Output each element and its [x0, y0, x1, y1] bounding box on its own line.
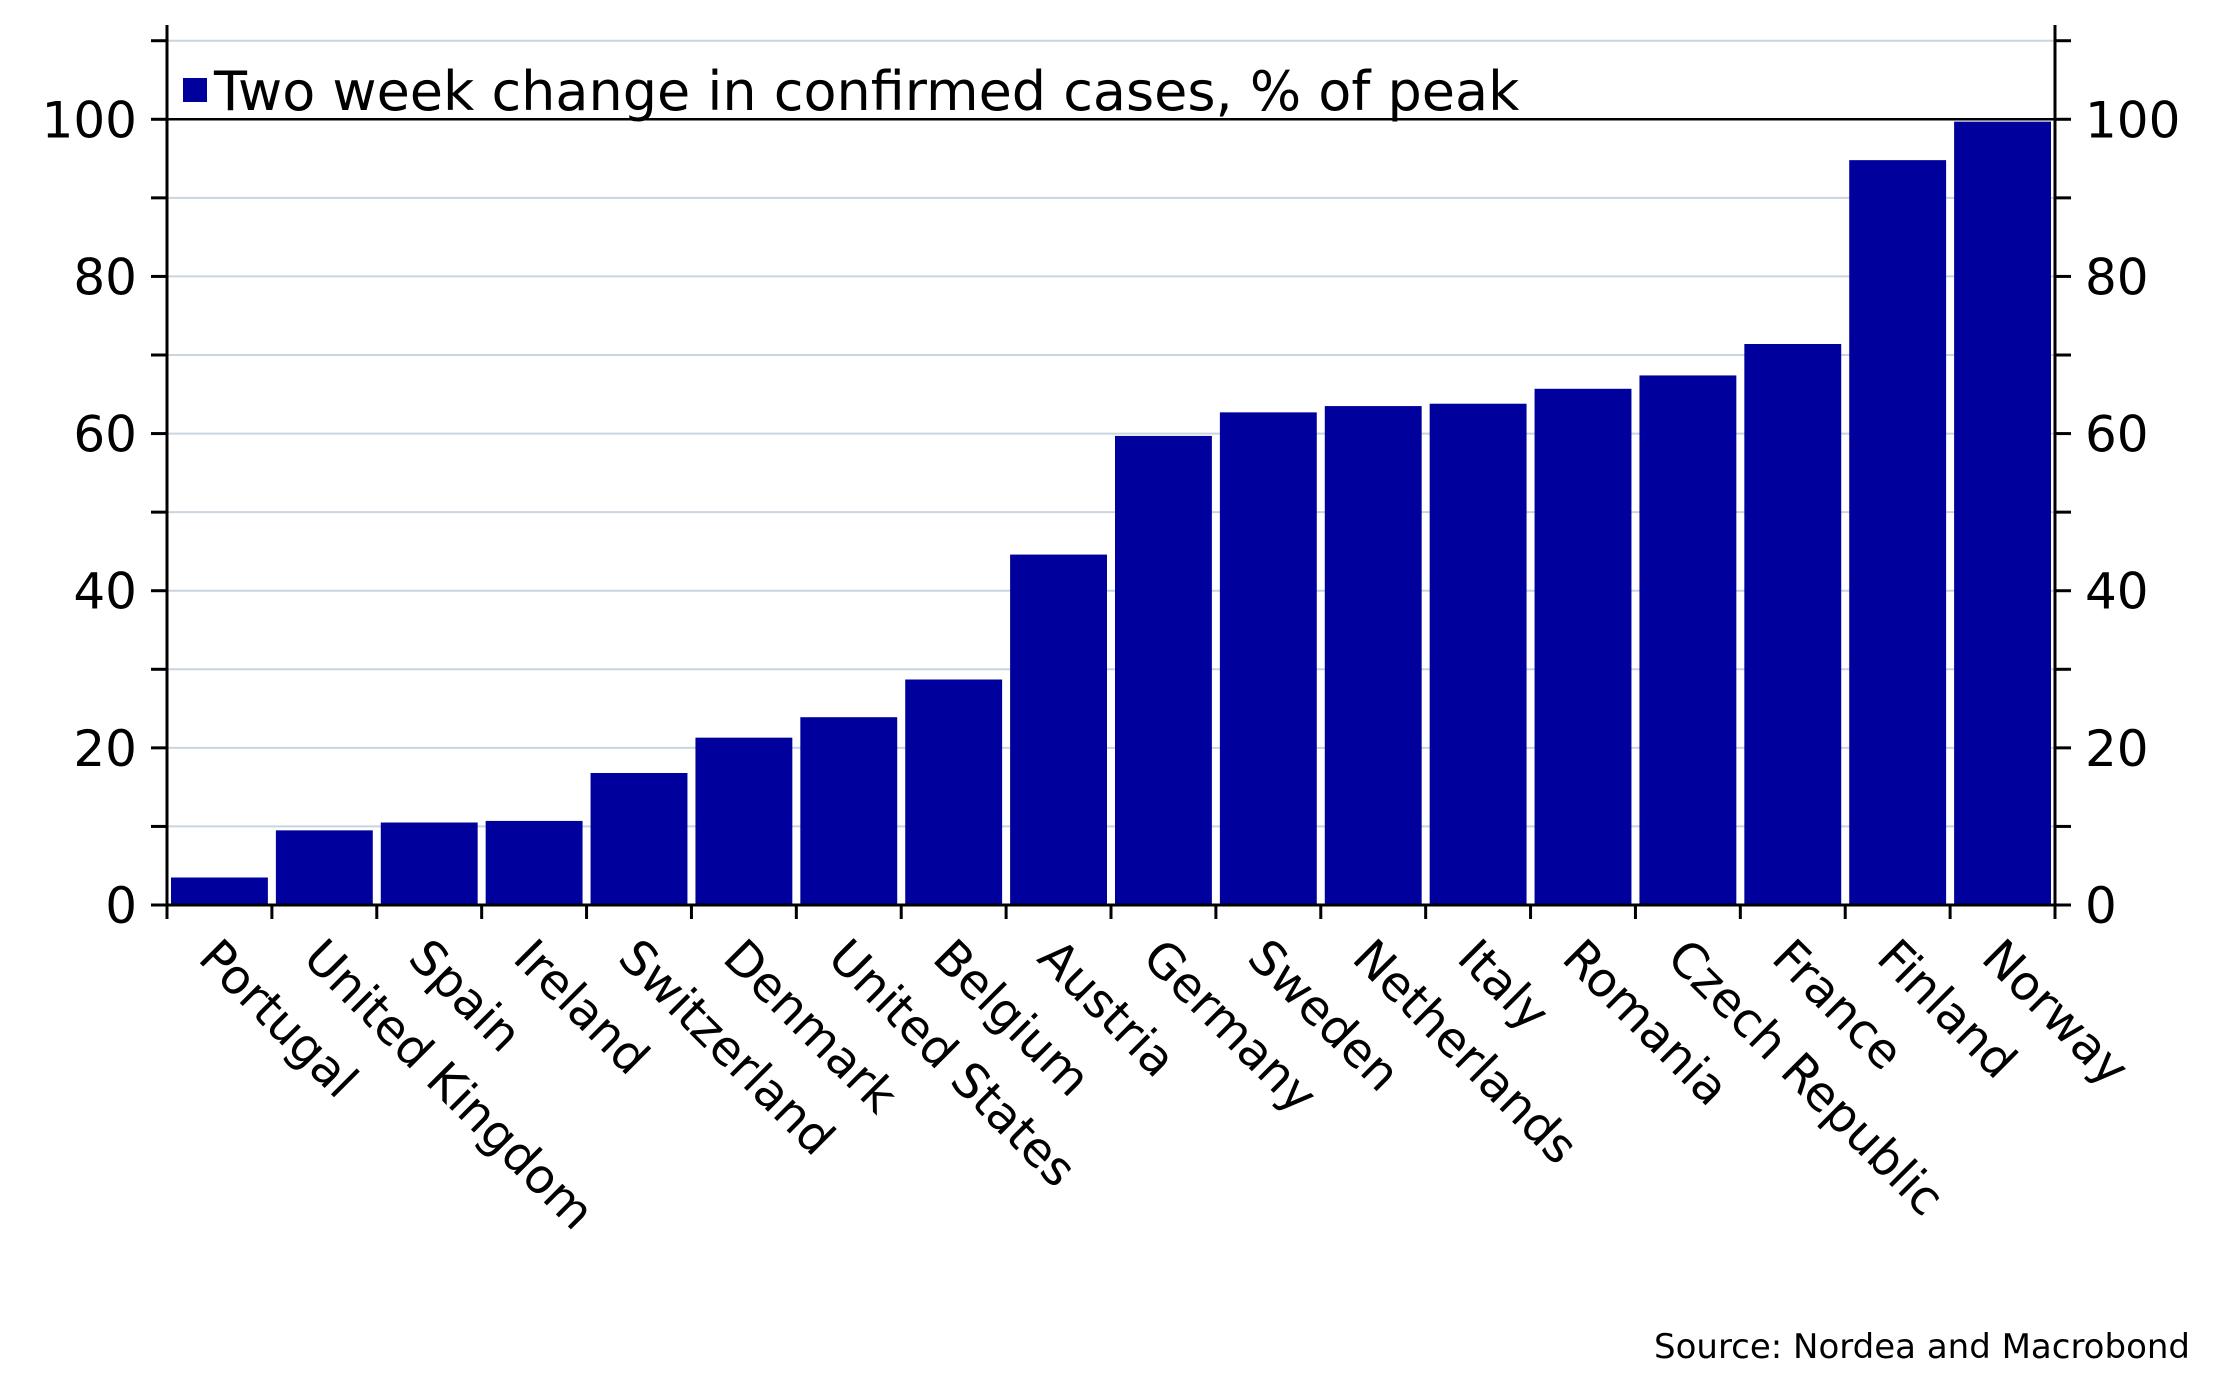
y-tick-label-right: 60 — [2085, 406, 2149, 464]
bar-denmark — [695, 737, 793, 905]
y-tick-label-left: 80 — [73, 248, 137, 306]
y-tick-label-left: 100 — [42, 91, 137, 149]
bar-portugal — [171, 877, 268, 905]
bar-ireland — [485, 820, 583, 905]
y-tick-label-right: 80 — [2085, 248, 2149, 306]
legend-swatch — [183, 78, 207, 102]
source-note: Source: Nordea and Macrobond — [1654, 1327, 2190, 1367]
legend: Two week change in confirmed cases, % of… — [183, 60, 1520, 123]
y-tick-label-left: 60 — [73, 406, 137, 464]
y-tick-label-right: 40 — [2085, 563, 2149, 621]
y-tick-label-left: 40 — [73, 563, 137, 621]
y-axis-ticks: 0 0 20 20 40 40 60 60 80 80 100 100 — [42, 39, 2180, 935]
bar-switzerland — [590, 773, 688, 905]
bar-sweden — [1219, 412, 1317, 905]
y-tick-label-right: 100 — [2085, 91, 2180, 149]
bar-spain — [380, 822, 478, 905]
bar-germany — [1115, 435, 1212, 905]
bar-belgium — [905, 679, 1003, 905]
bar-italy — [1429, 403, 1527, 905]
bar-austria — [1010, 554, 1107, 905]
axes — [165, 25, 2057, 919]
bar-finland — [1849, 160, 1947, 906]
bar-norway — [1954, 121, 2051, 905]
bar-france — [1744, 344, 1842, 905]
bars — [171, 121, 2051, 906]
bar-netherlands — [1324, 406, 1422, 905]
gridlines — [167, 39, 2055, 828]
y-tick-label-left: 0 — [105, 877, 137, 935]
y-tick-label-right: 20 — [2085, 720, 2149, 778]
y-tick-label-right: 0 — [2085, 877, 2117, 935]
legend-label: Two week change in confirmed cases, % of… — [213, 60, 1520, 123]
bar-united-states — [800, 717, 898, 905]
y-tick-label-left: 20 — [73, 720, 137, 778]
bar-czech-republic — [1639, 375, 1737, 905]
bar-united-kingdom — [275, 830, 373, 905]
bar-romania — [1534, 388, 1632, 905]
